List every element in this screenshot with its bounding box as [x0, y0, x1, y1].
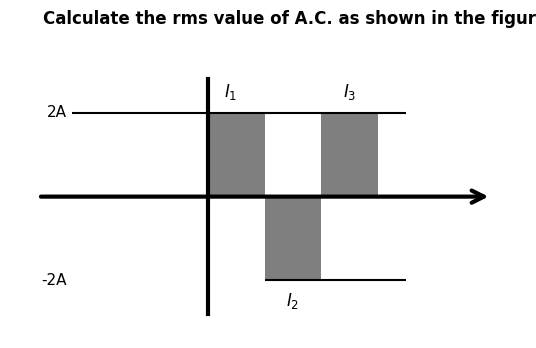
- Bar: [265, 197, 322, 280]
- Bar: [208, 113, 265, 197]
- Bar: [322, 113, 378, 197]
- Text: $I_1$: $I_1$: [224, 82, 237, 102]
- Text: $I_3$: $I_3$: [343, 82, 356, 102]
- Text: $I_2$: $I_2$: [286, 291, 300, 311]
- Text: Calculate the rms value of A.C. as shown in the figure.: Calculate the rms value of A.C. as shown…: [43, 10, 536, 29]
- Text: -2A: -2A: [41, 273, 66, 288]
- Text: 2A: 2A: [47, 105, 66, 120]
